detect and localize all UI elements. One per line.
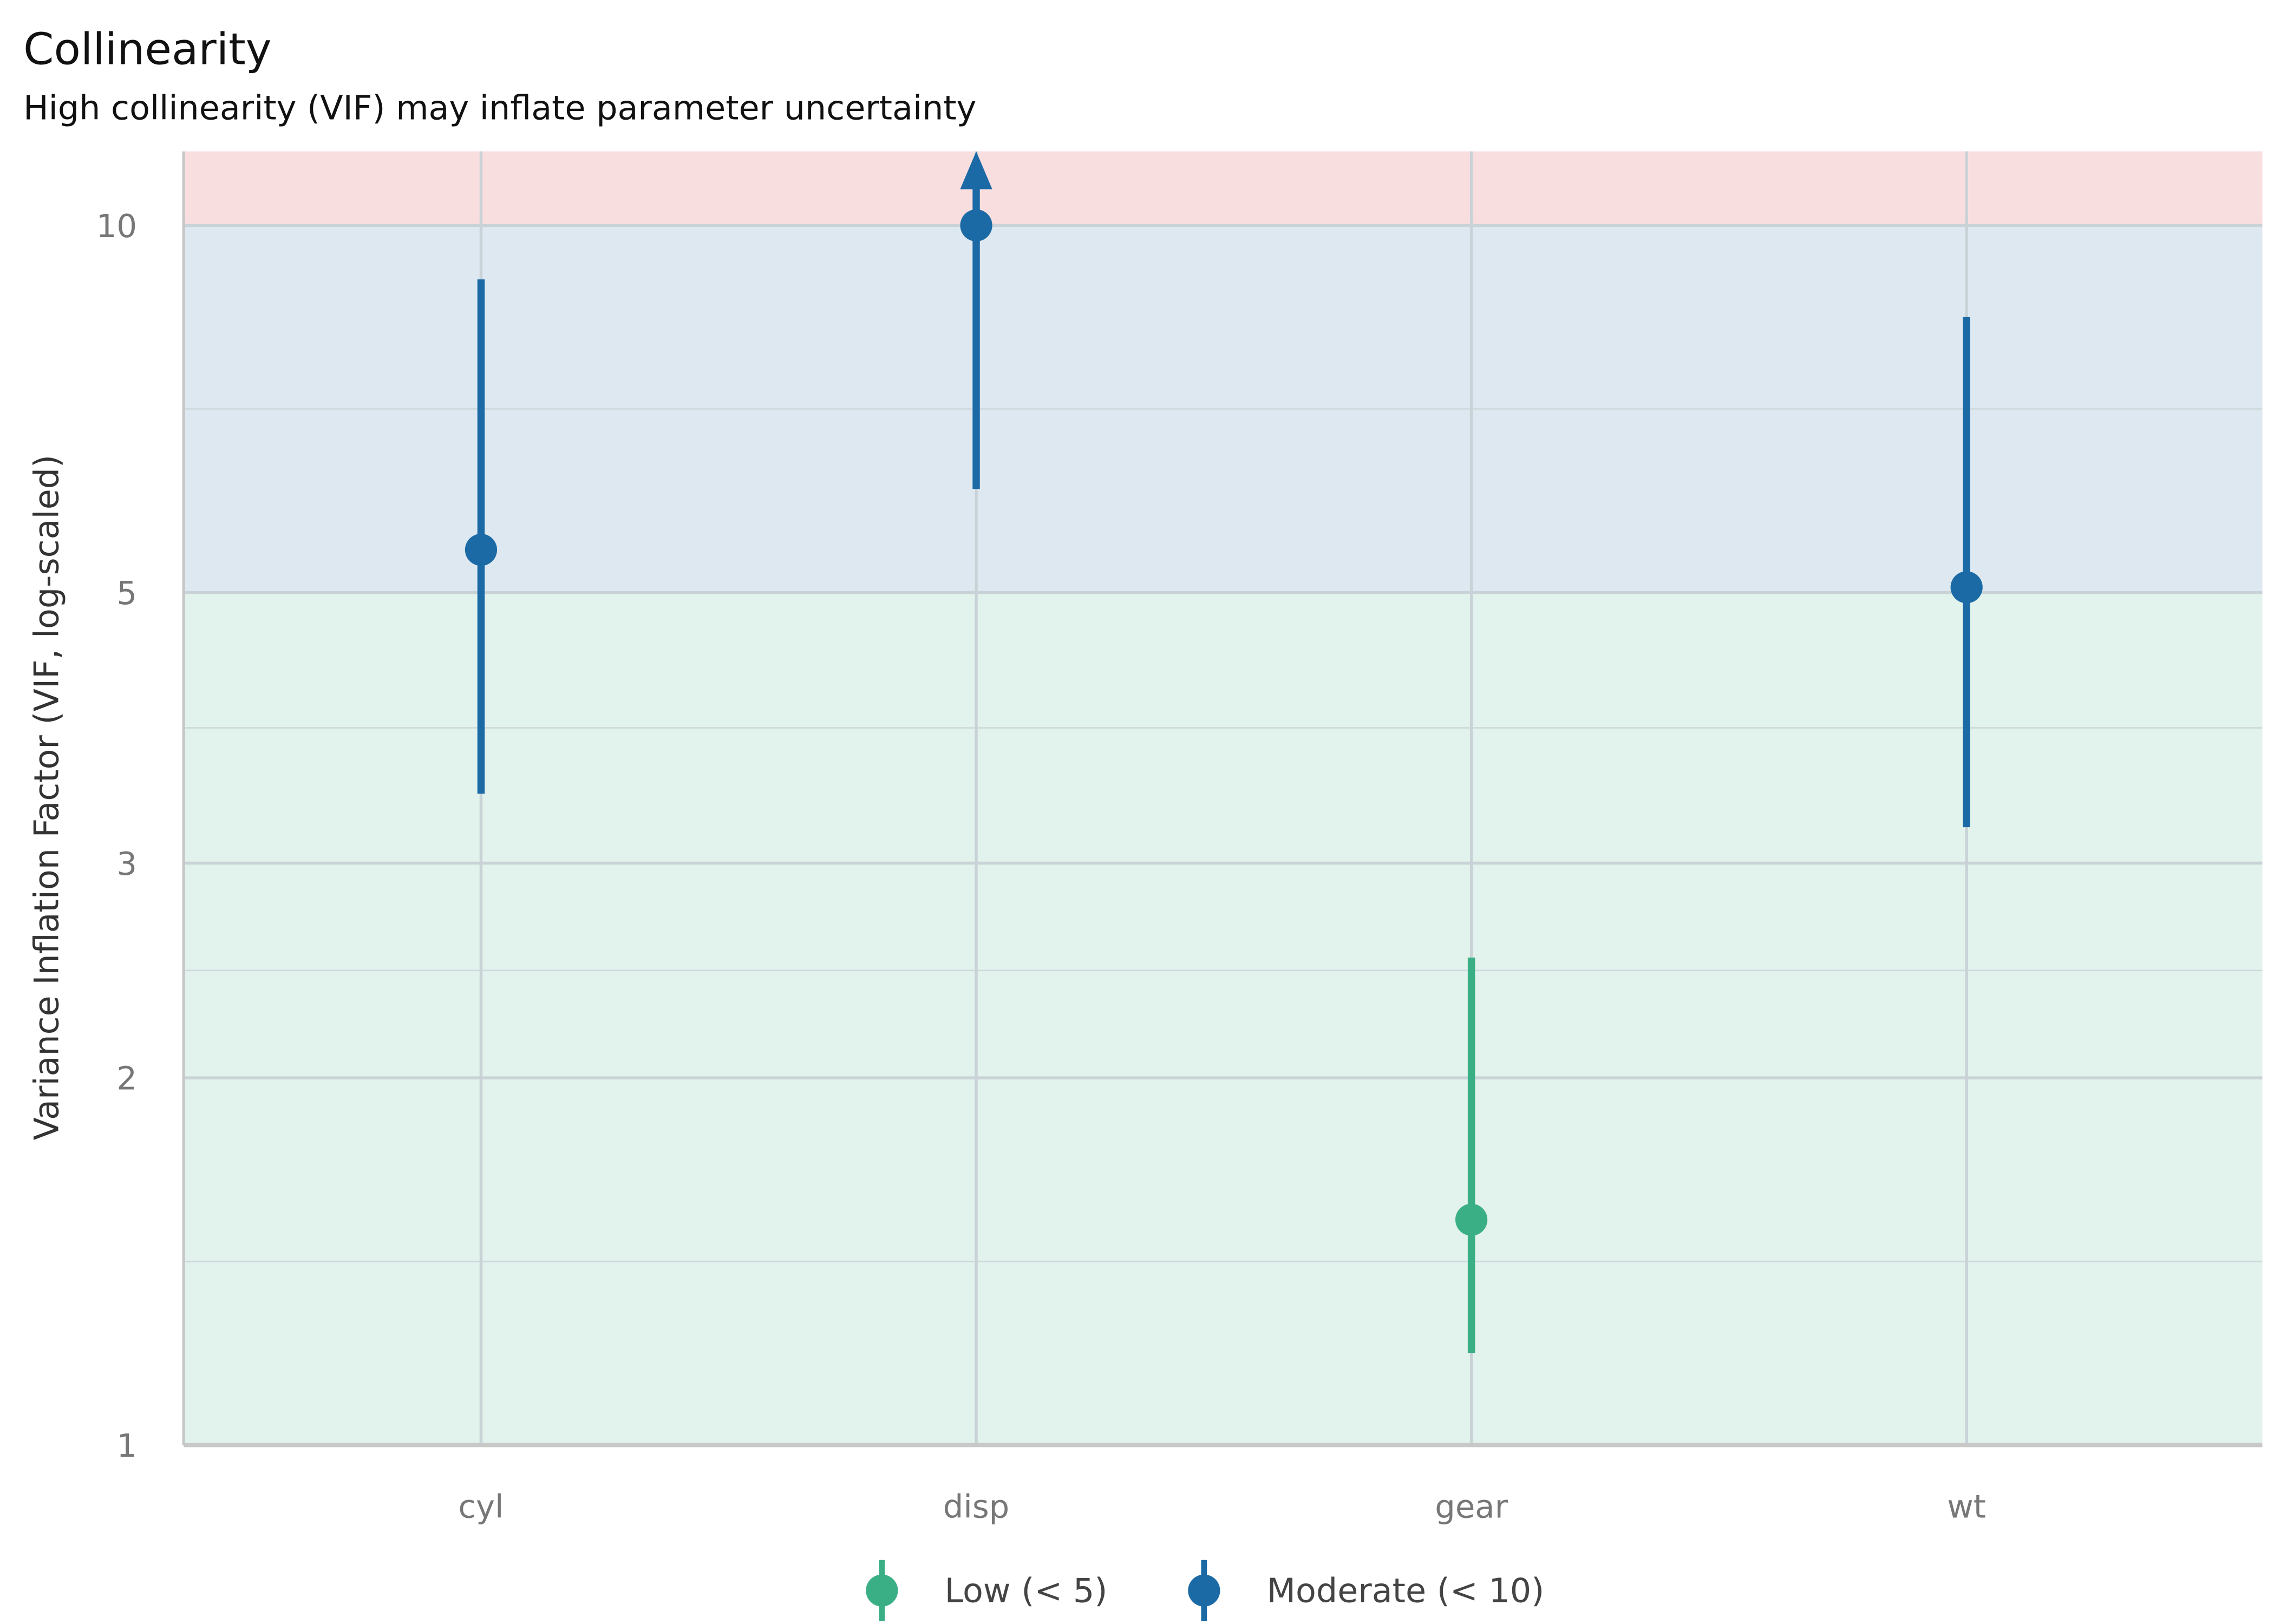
arrow-up-icon — [960, 151, 992, 189]
x-tick-label: gear — [1435, 1488, 1508, 1525]
chart-subtitle: High collinearity (VIF) may inflate para… — [23, 88, 976, 127]
y-tick-label: 3 — [116, 845, 137, 882]
legend: Low (< 5) Moderate (< 10) — [866, 1560, 1544, 1621]
chart-title: Collinearity — [23, 24, 272, 75]
y-tick-label: 2 — [116, 1060, 137, 1097]
x-tick-label: disp — [943, 1488, 1009, 1525]
legend-label: Low (< 5) — [945, 1571, 1108, 1610]
y-tick-label: 1 — [116, 1427, 137, 1464]
legend-label: Moderate (< 10) — [1267, 1571, 1545, 1610]
y-axis-label: Variance Inflation Factor (VIF, log-scal… — [28, 455, 67, 1140]
legend-key-dot — [866, 1574, 898, 1607]
background-band — [184, 151, 2263, 226]
y-tick-label: 5 — [116, 574, 137, 612]
point-cyl — [465, 534, 498, 566]
x-tick-label: cyl — [458, 1488, 504, 1525]
legend-key-dot — [1188, 1574, 1220, 1607]
background-band — [184, 592, 2263, 1445]
point-disp — [960, 209, 992, 241]
point-gear — [1455, 1203, 1488, 1236]
y-tick-label: 10 — [96, 207, 137, 245]
x-tick-label: wt — [1947, 1488, 1986, 1525]
point-wt — [1950, 571, 1983, 604]
